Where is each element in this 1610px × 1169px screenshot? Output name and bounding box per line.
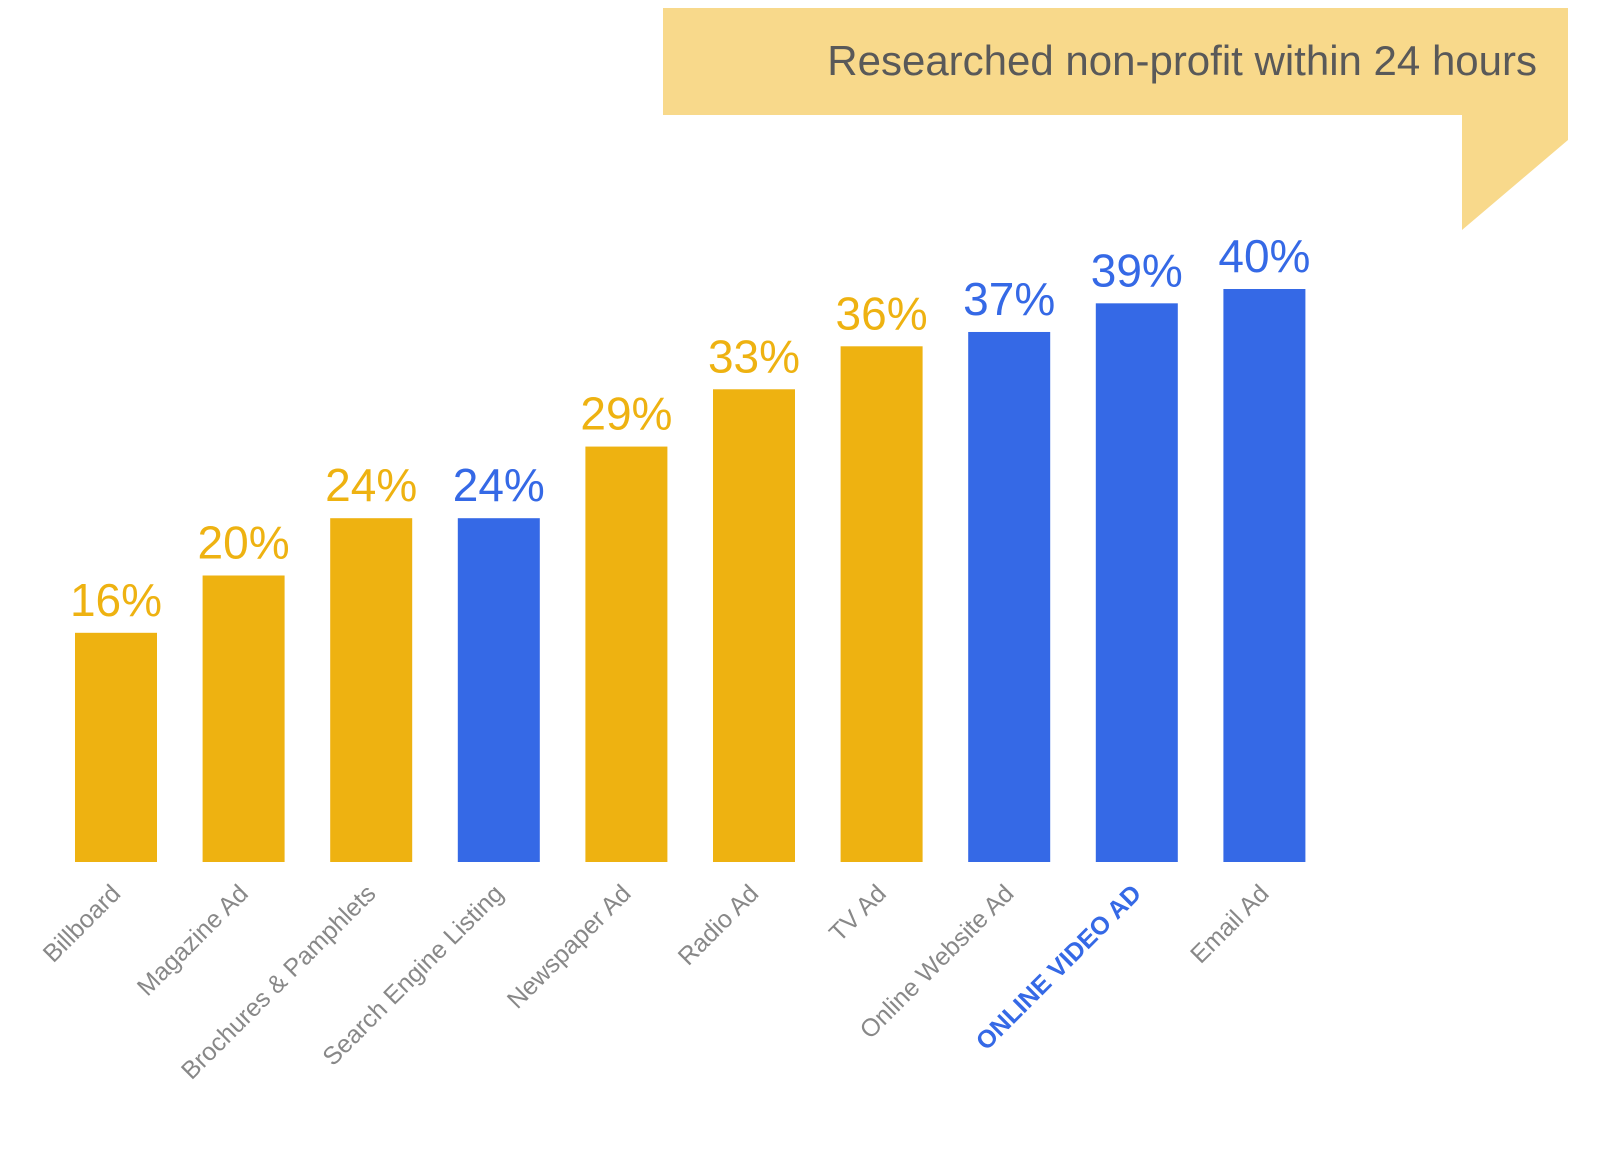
bar	[457, 518, 540, 862]
bar	[75, 632, 157, 862]
x-tick-label: Radio Ad	[673, 879, 765, 971]
value-label: 33%	[708, 330, 800, 382]
value-label: 40%	[1218, 230, 1310, 282]
value-label: 29%	[580, 388, 672, 440]
value-label: 36%	[836, 287, 928, 339]
x-tick-label: Email Ad	[1185, 879, 1275, 969]
bar	[585, 446, 668, 862]
value-label: 16%	[70, 574, 162, 626]
bar	[968, 331, 1051, 863]
value-label: 20%	[198, 517, 290, 569]
value-label: 37%	[963, 273, 1055, 325]
chart-title: Researched non-profit within 24 hours	[827, 37, 1537, 84]
value-label: 24%	[453, 459, 545, 511]
bar	[1095, 303, 1178, 862]
title-banner	[663, 8, 1568, 230]
x-tick-label: TV Ad	[824, 879, 892, 947]
x-tick-label: Magazine Ad	[132, 879, 254, 1001]
bar	[1223, 289, 1306, 862]
bar	[202, 575, 285, 862]
x-tick-label: Newspaper Ad	[502, 879, 637, 1014]
x-tick-label: Billboard	[38, 879, 127, 968]
bar	[330, 518, 413, 862]
value-label: 24%	[325, 459, 417, 511]
bar	[713, 389, 795, 862]
bar	[840, 346, 923, 862]
value-label: 39%	[1091, 244, 1183, 296]
